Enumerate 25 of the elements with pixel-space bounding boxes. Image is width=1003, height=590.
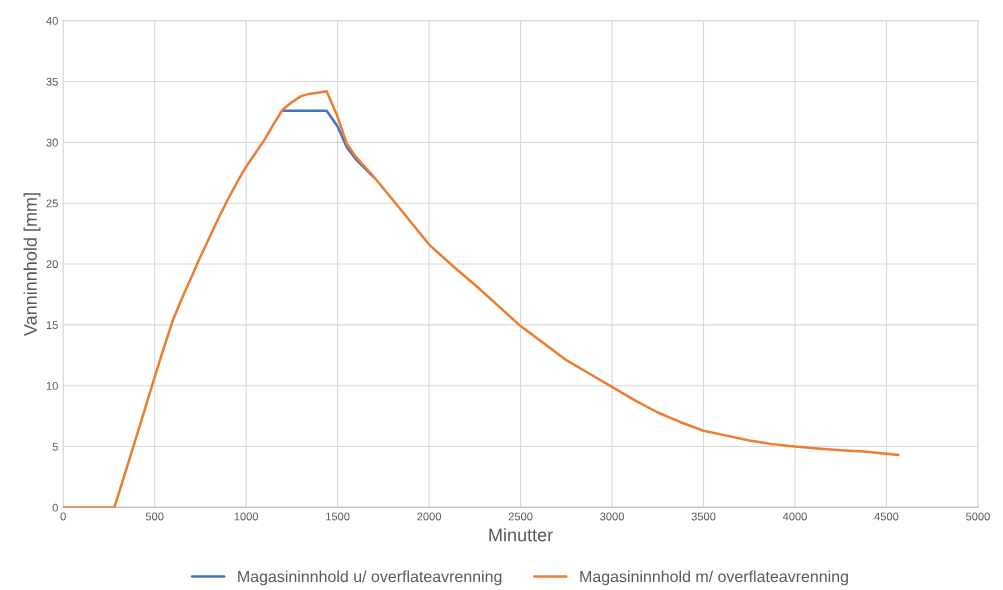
x-tick-label: 3000 bbox=[600, 512, 624, 521]
legend-label: Magasininnhold m/ overflateavrenning bbox=[580, 570, 848, 586]
line-series bbox=[63, 89, 900, 508]
y-tick-label: 5 bbox=[52, 442, 58, 451]
y-tick-label: 25 bbox=[46, 199, 58, 208]
x-tick-label: 5000 bbox=[966, 512, 990, 521]
y-tick-label: 0 bbox=[52, 503, 58, 512]
y-tick-label: 40 bbox=[46, 16, 58, 25]
x-tick-label: 500 bbox=[145, 512, 164, 521]
y-tick-label: 30 bbox=[46, 138, 58, 147]
legend-label: Magasininnhold u/ overflateavrenning bbox=[238, 570, 502, 586]
x-axis-title: Minutter bbox=[489, 528, 553, 542]
y-tick-label: 15 bbox=[46, 321, 58, 329]
y-tick-label: 10 bbox=[46, 381, 58, 390]
x-tick-label: 4500 bbox=[874, 512, 899, 521]
x-tick-label: 0 bbox=[60, 512, 66, 521]
x-tick-label: 1500 bbox=[326, 512, 350, 521]
y-axis-title: Vanninnhold [mm] bbox=[23, 193, 41, 337]
x-tick-label: 2000 bbox=[417, 512, 442, 521]
x-tick-label: 4000 bbox=[782, 512, 807, 521]
x-tick-label: 1000 bbox=[234, 512, 259, 521]
y-tick-label: 20 bbox=[46, 260, 58, 269]
x-tick-label: 3500 bbox=[691, 512, 716, 521]
x-tick-label: 2500 bbox=[508, 512, 533, 521]
y-tick-label: 35 bbox=[46, 77, 58, 86]
